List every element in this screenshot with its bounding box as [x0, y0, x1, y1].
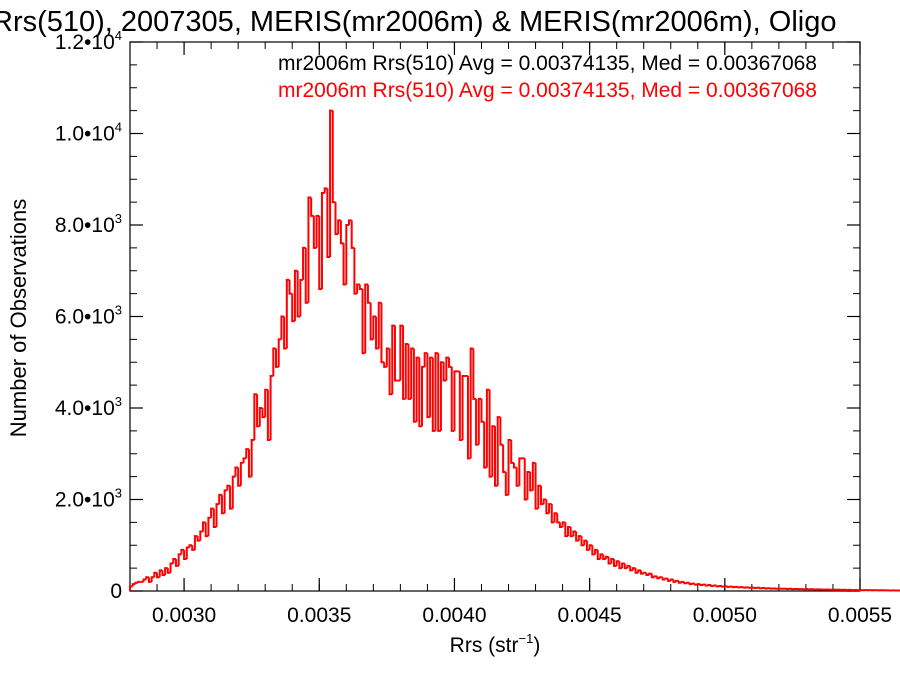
plot-border — [129, 41, 861, 592]
y-tick-label: 1.2•104 — [55, 28, 122, 54]
y-tick-label: 0 — [110, 580, 122, 603]
histogram-bin — [556, 513, 560, 524]
histogram-bin — [299, 278, 304, 317]
x-tick-label: 0.0050 — [693, 604, 757, 627]
histogram-bin — [215, 503, 220, 527]
histogram-bin — [223, 489, 228, 514]
histogram-bin — [502, 444, 506, 474]
x-tick-label: 0.0030 — [152, 604, 216, 627]
x-axis-label: Rrs (str−1) — [450, 631, 541, 657]
histogram-bin — [421, 365, 425, 427]
plot-frame — [129, 41, 861, 592]
histogram-bin — [393, 325, 398, 382]
x-tick-label: 0.0040 — [422, 604, 486, 627]
x-tick-label: 0.0045 — [558, 604, 622, 627]
histogram-bin — [448, 357, 452, 368]
histogram-bin — [131, 583, 136, 587]
histogram-bin — [331, 110, 336, 204]
histogram-bin — [518, 457, 523, 486]
x-tick-label: 0.0055 — [828, 604, 892, 627]
x-tick-label: 0.0035 — [287, 604, 351, 627]
histogram-bin — [453, 370, 458, 431]
histogram-bin — [366, 284, 371, 304]
histogram-bin — [129, 585, 133, 591]
histogram-bin — [177, 553, 182, 566]
chart-title: Rrs(510), 2007305, MERIS(mr2006m) & MERI… — [0, 6, 836, 38]
histogram-bin — [345, 224, 349, 285]
histogram-bin — [207, 516, 212, 537]
histogram-bin — [350, 220, 355, 249]
histogram-bin — [380, 302, 385, 364]
histogram-bin — [288, 279, 293, 295]
histogram-bin — [231, 475, 236, 509]
legend-entry-2: mr2006m Rrs(510) Avg = 0.00374135, Med =… — [278, 79, 817, 102]
histogram-bin — [472, 348, 477, 400]
y-axis-label: Number of Observations — [6, 199, 31, 437]
histogram-bin — [461, 374, 466, 441]
histogram-bin — [512, 462, 517, 469]
histogram-bin — [277, 338, 282, 367]
histogram-series — [129, 109, 900, 592]
histogram-bin — [339, 220, 344, 245]
x-axis: 0.0030 0.0035 0.0040 0.0045 0.0050 0.0055 — [129, 42, 892, 627]
histogram-bin — [480, 398, 485, 423]
histogram-bin — [142, 578, 147, 582]
legend-entry-1: mr2006m Rrs(510) Avg = 0.00374135, Med =… — [278, 52, 817, 75]
y-tick-label: 4.0•103 — [55, 394, 122, 420]
histogram-bin — [358, 284, 363, 291]
histogram-bin — [169, 562, 174, 573]
histogram-bin — [310, 197, 314, 217]
y-axis: 0 2.0•103 4.0•103 6.0•103 8.0•103 1.0•104 1.2•… — [55, 28, 860, 603]
histogram-bin — [499, 417, 504, 446]
histogram-bin — [150, 576, 155, 582]
histogram-bin — [185, 546, 190, 559]
y-tick-label: 8.0•103 — [55, 211, 122, 237]
y-tick-label: 6.0•103 — [55, 303, 122, 329]
y-tick-label: 1.0•104 — [55, 120, 122, 146]
histogram-bin — [320, 191, 325, 290]
histogram-bin — [242, 457, 247, 463]
histogram-bin — [269, 374, 274, 441]
histogram-bin — [199, 530, 203, 541]
histogram-bin — [137, 580, 141, 583]
histogram-bin — [134, 581, 139, 585]
y-tick-label: 2.0•103 — [55, 486, 122, 512]
histogram-bin — [250, 439, 255, 477]
histogram-bin — [510, 440, 514, 464]
histogram-bin — [239, 461, 244, 486]
